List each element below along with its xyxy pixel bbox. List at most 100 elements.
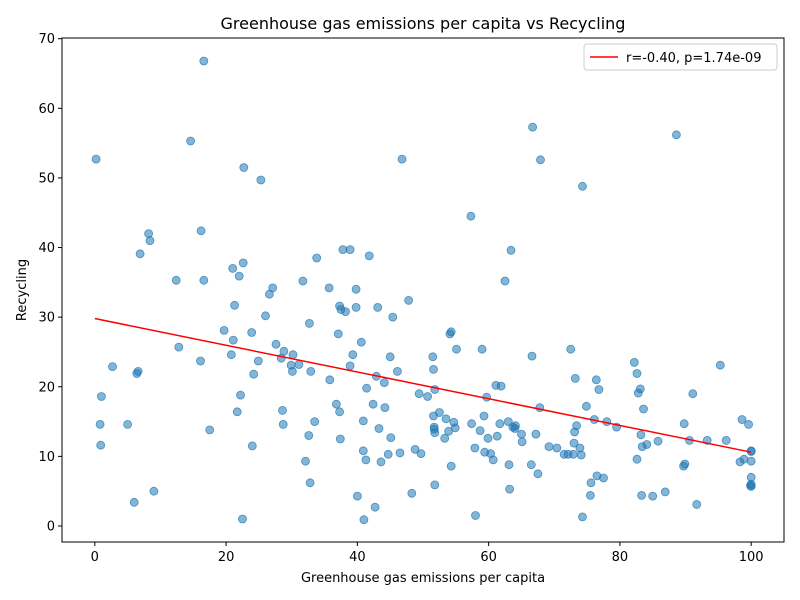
scatter-point xyxy=(653,436,663,446)
scatter-point xyxy=(506,245,516,255)
scatter-point xyxy=(108,362,117,372)
scatter-point xyxy=(629,357,639,367)
scatter-point xyxy=(145,236,155,246)
scatter-point xyxy=(594,385,604,394)
scatter-point xyxy=(441,414,451,424)
scatter-point xyxy=(526,460,536,470)
y-tick-label: 20 xyxy=(38,380,55,395)
scatter-point xyxy=(566,344,576,354)
scatter-point xyxy=(744,419,753,429)
scatter-point xyxy=(680,459,690,469)
scatter-point xyxy=(632,454,642,464)
scatter-point xyxy=(238,258,248,268)
scatter-point xyxy=(95,419,105,429)
scatter-point xyxy=(287,366,297,376)
x-tick-label: 0 xyxy=(91,550,99,565)
scatter-point xyxy=(338,245,348,255)
scatter-point xyxy=(199,275,209,285)
scatter-point xyxy=(470,443,480,453)
scatter-point xyxy=(364,251,374,261)
x-tick-label: 80 xyxy=(612,550,629,565)
scatter-point xyxy=(356,337,366,347)
scatter-point xyxy=(135,249,145,259)
legend-label: r=-0.40, p=1.74e-09 xyxy=(626,51,761,66)
scatter-point xyxy=(578,512,587,522)
scatter-point xyxy=(373,302,383,312)
x-tick-label: 40 xyxy=(349,550,366,565)
scatter-point xyxy=(692,499,702,509)
scatter-point xyxy=(91,154,101,164)
scatter-point xyxy=(333,329,343,339)
scatter-point xyxy=(149,486,159,496)
scatter-point xyxy=(388,312,398,322)
scatter-point xyxy=(256,175,266,185)
scatter-point xyxy=(301,456,310,466)
scatter-point xyxy=(517,437,527,447)
scatter-point xyxy=(380,403,390,413)
scatter-point xyxy=(446,461,456,471)
scatter-point xyxy=(386,433,396,443)
scatter-point xyxy=(517,429,526,439)
scatter-point xyxy=(345,361,355,371)
plot-frame xyxy=(61,37,785,543)
scatter-point xyxy=(234,271,244,281)
scatter-point xyxy=(335,407,345,417)
scatter-point xyxy=(660,487,670,497)
scatter-point xyxy=(133,366,143,376)
scatter-point xyxy=(385,352,395,362)
scatter-point xyxy=(268,283,278,293)
y-tick-label: 50 xyxy=(38,171,55,186)
scatter-point xyxy=(414,389,424,399)
scatter-point xyxy=(568,449,578,459)
scatter-point xyxy=(97,392,106,401)
scatter-point xyxy=(495,419,505,429)
scatter-point xyxy=(511,421,520,431)
scatter-point xyxy=(746,456,756,466)
scatter-point xyxy=(171,275,181,285)
scatter-point xyxy=(721,435,731,445)
scatter-point xyxy=(404,295,414,305)
scatter-point xyxy=(359,515,369,525)
scatter-point xyxy=(576,450,586,460)
scatter-point xyxy=(230,300,240,310)
scatter-point xyxy=(679,419,689,429)
scatter-point xyxy=(648,491,658,501)
scatter-point xyxy=(430,428,440,438)
x-tick-label: 60 xyxy=(480,550,497,565)
scatter-point xyxy=(304,318,314,328)
scatter-point xyxy=(228,335,238,345)
scatter-point xyxy=(477,344,487,354)
scatter-point xyxy=(636,430,646,440)
scatter-point xyxy=(249,369,259,379)
scatter-point xyxy=(348,350,358,360)
scatter-point xyxy=(278,419,288,429)
scatter-point xyxy=(331,399,341,409)
scatter-point xyxy=(591,375,601,385)
scatter-point xyxy=(746,481,755,491)
scatter-point xyxy=(423,392,433,401)
scatter-point xyxy=(298,276,308,286)
scatter-point xyxy=(446,327,456,337)
legend: r=-0.40, p=1.74e-09 xyxy=(583,43,778,71)
scatter-point xyxy=(471,511,480,520)
scatter-point xyxy=(578,181,587,191)
scatter-point xyxy=(536,155,545,165)
scatter-point xyxy=(440,433,450,443)
scatter-point xyxy=(407,488,417,498)
y-tick-label: 40 xyxy=(38,241,55,256)
x-axis-label: Greenhouse gas emissions per capita xyxy=(301,571,545,586)
scatter-point xyxy=(533,469,543,479)
scatter-point xyxy=(639,404,648,414)
scatter-point xyxy=(368,399,378,409)
scatter-point xyxy=(428,352,438,362)
scatter-point xyxy=(483,433,493,443)
scatter-point xyxy=(294,360,304,369)
scatter-point xyxy=(352,491,362,501)
scatter-point xyxy=(479,411,489,421)
scatter-point xyxy=(129,497,139,507)
scatter-point xyxy=(374,424,384,433)
scatter-point xyxy=(324,283,334,293)
scatter-point xyxy=(351,284,361,294)
